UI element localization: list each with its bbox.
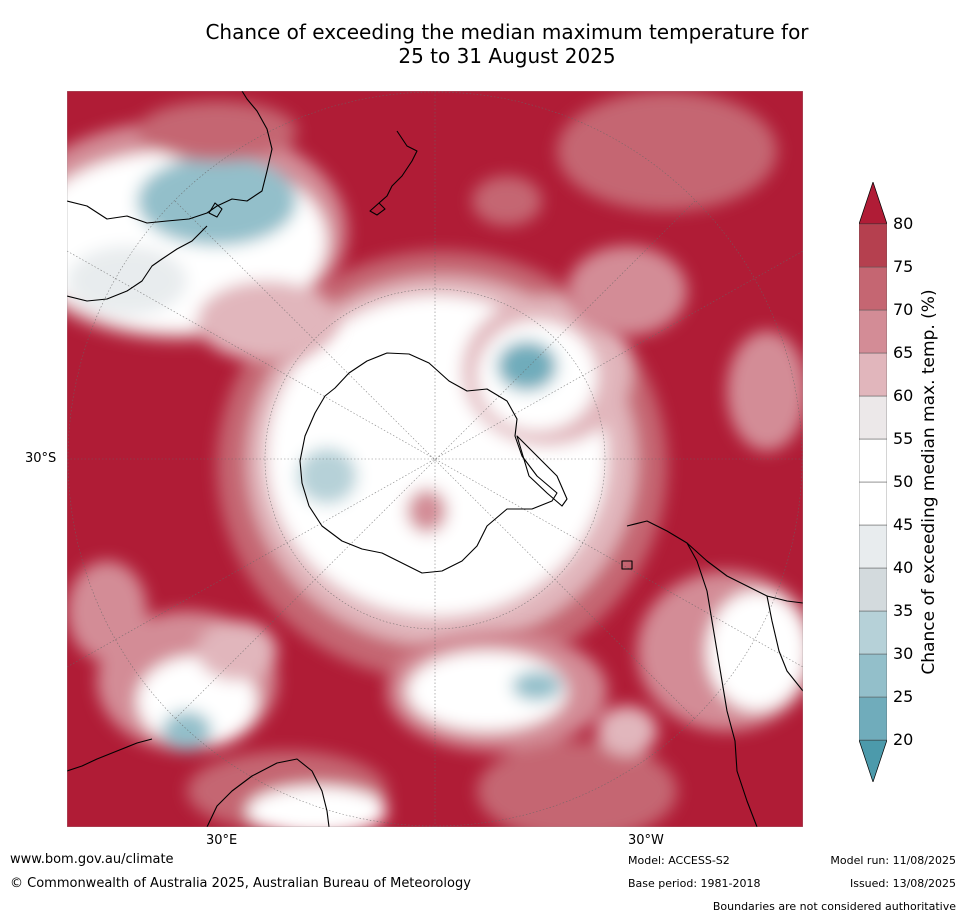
disclaimer-text: Boundaries are not considered authoritat… (712, 900, 956, 913)
colorbar-bin (858, 223, 888, 268)
colorbar-bin (858, 610, 888, 655)
south-america-coast (626, 520, 803, 604)
colorbar-extend-top (858, 180, 888, 225)
south-america-east (766, 595, 803, 692)
colorbar-tick-label: 25 (893, 687, 914, 706)
colorbar-bin (858, 567, 888, 612)
issued-text: Issued: 13/08/2025 (849, 877, 956, 890)
map-svg (67, 91, 803, 827)
forecast-map[interactable] (67, 91, 803, 827)
colorbar-tick-label: 40 (893, 558, 914, 577)
new-zealand-south (369, 202, 386, 216)
africa-coast (206, 758, 330, 827)
colorbar-extend-bottom (858, 739, 888, 784)
model-run-text: Model run: 11/08/2025 (830, 854, 956, 867)
colorbar (858, 180, 888, 784)
title-line-2: 25 to 31 August 2025 (398, 44, 616, 68)
coastlines (67, 91, 803, 827)
colorbar-tick-label: 20 (893, 730, 914, 749)
graticule (67, 91, 803, 827)
colorbar-bin (858, 309, 888, 354)
new-zealand-north (378, 130, 418, 204)
colorbar-tick-label: 45 (893, 515, 914, 534)
madagascar (67, 738, 153, 772)
latitude-label-30s: 30°S (25, 451, 57, 466)
colorbar-bin (858, 266, 888, 311)
antarctic-pattern (217, 251, 667, 681)
colorbar-tick-label: 30 (893, 644, 914, 663)
colorbar-tick-label: 50 (893, 472, 914, 491)
tasmania (208, 202, 223, 218)
australia-south-coast (67, 225, 208, 302)
colorbar-tick-label: 70 (893, 300, 914, 319)
copyright-text: © Commonwealth of Australia 2025, Austra… (10, 876, 471, 891)
colorbar-bin (858, 653, 888, 698)
falklands (621, 560, 633, 570)
title-line-1: Chance of exceeding the median maximum t… (205, 20, 809, 44)
pacific-pattern (472, 91, 803, 451)
antarctica-coast (299, 352, 558, 574)
atlantic-pattern (387, 571, 803, 827)
colorbar-bin (858, 438, 888, 483)
colorbar-bin (858, 352, 888, 397)
colorbar-tick-label: 55 (893, 429, 914, 448)
colorbar-tick-label: 65 (893, 343, 914, 362)
longitude-label-30w: 30°W (628, 833, 664, 848)
map-title: Chance of exceeding the median maximum t… (67, 20, 947, 68)
colorbar-tick-label: 35 (893, 601, 914, 620)
website-text[interactable]: www.bom.gov.au/climate (10, 852, 174, 867)
south-america-west (686, 542, 758, 827)
australia-pattern (67, 101, 347, 361)
indian-ocean-pattern (67, 561, 387, 827)
colorbar-bin (858, 524, 888, 569)
colorbar-tick-label: 75 (893, 257, 914, 276)
antarctic-peninsula (516, 435, 568, 507)
australia-coast (67, 91, 273, 224)
colorbar-bin (858, 395, 888, 440)
longitude-label-30e: 30°E (206, 833, 238, 848)
colorbar-tick-label: 80 (893, 214, 914, 233)
colorbar-tick-label: 60 (893, 386, 914, 405)
colorbar-title: Chance of exceeding median max. temp. (%… (919, 289, 939, 675)
model-text: Model: ACCESS-S2 (628, 854, 730, 867)
colorbar-bin (858, 481, 888, 526)
colorbar-svg (858, 180, 888, 784)
colorbar-bin (858, 696, 888, 741)
base-period-text: Base period: 1981-2018 (628, 877, 761, 890)
